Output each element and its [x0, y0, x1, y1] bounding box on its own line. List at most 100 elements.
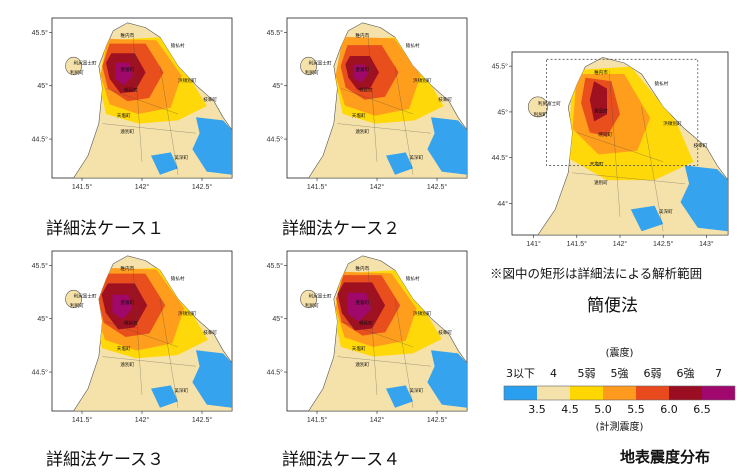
low-intensity-zone	[427, 350, 467, 408]
low-intensity-zone	[386, 385, 413, 408]
legend-swatch	[669, 386, 702, 400]
low-intensity-zone	[630, 205, 664, 232]
intensity-zone	[115, 62, 133, 86]
place-label: 幌延町	[124, 320, 138, 327]
place-label: 天塩町	[352, 345, 366, 352]
place-label: 利尻富士町	[74, 59, 97, 66]
x-tick-label: 142°	[370, 416, 385, 424]
caption-simplified: 簡便法	[587, 296, 638, 316]
place-label: 利尻町	[534, 111, 548, 118]
map-panel-case4: 稚内市 猿払村 利尻富士町 利尻町 豊富町 浜頓別町 幌延町 枝幸町 天塩町 遠別町 美深町 141.…	[265, 245, 475, 431]
legend-class-label: 6強	[677, 367, 695, 380]
place-label: 枝幸町	[438, 329, 452, 336]
intensity-zone	[347, 292, 371, 322]
place-label: 利尻富士町	[309, 59, 332, 66]
place-label: 豊富町	[355, 299, 369, 306]
intensity-zone	[353, 64, 368, 83]
place-label: 稚内市	[120, 265, 134, 272]
legend-swatch	[504, 386, 537, 400]
caption-case2: 詳細法ケース２	[282, 219, 401, 239]
map-panel-case1: 稚内市 猿払村 利尻富士町 利尻町 豊富町 浜頓別町 幌延町 枝幸町 天塩町 遠別町 美深町 141.…	[30, 12, 240, 198]
legend-threshold-label: 6.0	[660, 403, 678, 416]
place-label: 遠別町	[120, 361, 134, 368]
legend-swatch	[636, 386, 669, 400]
place-label: 浜頓別町	[413, 310, 432, 317]
place-label: 枝幸町	[693, 142, 707, 149]
place-label: 美深町	[174, 154, 188, 161]
x-tick-label: 142°	[613, 240, 628, 248]
x-tick-label: 141.5°	[567, 240, 588, 248]
y-tick-label: 44°	[497, 200, 508, 208]
intensity-zone	[112, 294, 133, 320]
place-label: 遠別町	[120, 128, 134, 135]
place-label: 豊富町	[120, 66, 134, 73]
y-tick-label: 45.5°	[32, 29, 49, 37]
place-label: 美深町	[174, 387, 188, 394]
y-tick-label: 45°	[37, 82, 48, 90]
legend-swatch	[570, 386, 603, 400]
x-tick-label: 142.5°	[427, 183, 448, 191]
place-label: 稚内市	[355, 32, 369, 39]
place-label: 幌延町	[598, 131, 612, 138]
place-label: 天塩町	[117, 112, 131, 119]
place-label: 稚内市	[594, 69, 608, 76]
place-label: 浜頓別町	[178, 77, 197, 84]
figure-title: 地表震度分布	[620, 448, 711, 466]
caption-case4: 詳細法ケース４	[282, 450, 401, 470]
x-tick-label: 141°	[526, 240, 541, 248]
place-label: 美深町	[409, 387, 423, 394]
y-tick-label: 45.5°	[267, 29, 284, 37]
intensity-zone	[589, 81, 607, 122]
y-tick-label: 45°	[497, 108, 508, 116]
place-label: 美深町	[659, 208, 673, 215]
legend-threshold-label: 5.5	[627, 403, 645, 416]
place-label: 利尻町	[305, 302, 319, 309]
y-tick-label: 44.5°	[267, 136, 284, 144]
y-tick-label: 45.5°	[492, 63, 509, 71]
legend-threshold-label: 4.5	[561, 403, 579, 416]
legend-svg: (震度) 3以下 4 5弱 5強 6弱 6強 7 3.5 4.5 5.0 5.5 6.0 6.5 (計測震度…	[503, 346, 736, 433]
y-tick-label: 44.5°	[492, 154, 509, 162]
legend-class-label: 7	[715, 367, 722, 380]
legend-class-label: 5弱	[578, 367, 596, 380]
low-intensity-zone	[151, 152, 178, 175]
x-tick-label: 141.5°	[307, 416, 328, 424]
island	[527, 96, 548, 118]
legend-threshold-label: 5.0	[594, 403, 612, 416]
place-label: 利尻町	[70, 69, 84, 76]
place-label: 枝幸町	[438, 96, 452, 103]
x-tick-label: 143°	[699, 240, 714, 248]
legend-threshold-label: 3.5	[528, 403, 546, 416]
place-label: 遠別町	[355, 361, 369, 368]
place-label: 猿払村	[406, 275, 420, 282]
x-tick-label: 141.5°	[72, 416, 93, 424]
place-label: 浜頓別町	[178, 310, 197, 317]
place-label: 遠別町	[594, 179, 608, 186]
x-tick-label: 142.5°	[192, 416, 213, 424]
place-label: 枝幸町	[203, 96, 217, 103]
x-tick-label: 142°	[370, 183, 385, 191]
legend-swatch	[603, 386, 636, 400]
place-label: 猿払村	[406, 42, 420, 49]
place-label: 稚内市	[120, 32, 134, 39]
place-label: 利尻富士町	[538, 100, 561, 107]
intensity-legend: (震度) 3以下 4 5弱 5強 6弱 6強 7 3.5 4.5 5.0 5.5 6.0 6.5 (計測震度…	[494, 344, 746, 444]
y-tick-label: 44.5°	[32, 136, 49, 144]
x-tick-label: 141.5°	[72, 183, 93, 191]
map-panel-case3: 稚内市 猿払村 利尻富士町 利尻町 豊富町 浜頓別町 幌延町 枝幸町 天塩町 遠別町 美深町 141.…	[30, 245, 240, 431]
place-label: 利尻町	[70, 302, 84, 309]
legend-threshold-label: 6.5	[693, 403, 711, 416]
low-intensity-zone	[151, 385, 178, 408]
legend-class-label: 5強	[611, 367, 629, 380]
low-intensity-zone	[680, 165, 728, 232]
y-tick-label: 45°	[37, 315, 48, 323]
place-label: 天塩町	[590, 160, 604, 167]
x-tick-label: 142°	[135, 416, 150, 424]
place-label: 幌延町	[124, 87, 138, 94]
analysis-rectangle	[546, 58, 699, 166]
x-tick-label: 142.5°	[427, 416, 448, 424]
place-label: 稚内市	[355, 265, 369, 272]
low-intensity-zone	[386, 152, 413, 175]
